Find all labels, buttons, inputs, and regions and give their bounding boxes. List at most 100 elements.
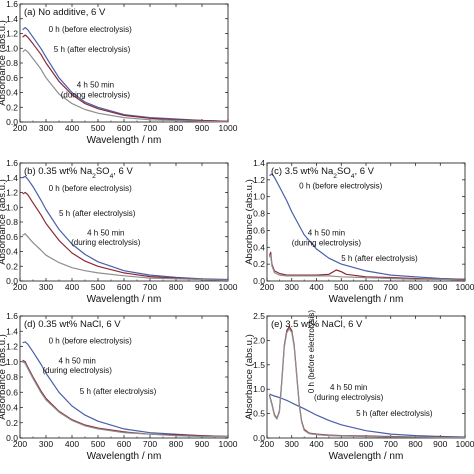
y-tick-label: 1.4 bbox=[253, 158, 265, 168]
series-line-2 bbox=[268, 254, 466, 281]
series-line-2 bbox=[22, 233, 229, 281]
x-tick-label: 600 bbox=[117, 439, 131, 449]
y-tick-label: 1.2 bbox=[6, 29, 18, 39]
series-line-0 bbox=[269, 393, 466, 438]
x-axis-label: Wavelength / nm bbox=[329, 451, 404, 462]
x-tick-label: 800 bbox=[408, 439, 422, 449]
series-annotation: 0 h (before electrolysis) bbox=[299, 181, 382, 190]
panel-title: (e) 3.5 wt% NaCl, 6 V bbox=[271, 319, 363, 330]
series-line-2 bbox=[268, 328, 465, 439]
series-annotation: 0 h (before electrolysis) bbox=[49, 25, 132, 34]
x-tick-label: 200 bbox=[260, 282, 274, 292]
x-tick-label: 700 bbox=[143, 439, 157, 449]
y-tick-label: 1.0 bbox=[253, 384, 265, 394]
y-tick-label: 0.0 bbox=[6, 433, 18, 443]
x-axis-label: Wavelength / nm bbox=[329, 294, 404, 305]
y-tick-label: 0.6 bbox=[6, 73, 18, 83]
x-tick-label: 1000 bbox=[456, 439, 474, 449]
series-line-0 bbox=[22, 175, 229, 281]
y-tick-label: 1.0 bbox=[6, 202, 18, 212]
y-tick-label: 2.0 bbox=[253, 335, 265, 345]
y-tick-label: 1.6 bbox=[6, 311, 18, 321]
panel-d: 200 300 400 500 600 700 800 900 1000 0.0 0.2 0.4 0.6… bbox=[0, 311, 238, 462]
y-tick-label: 0.8 bbox=[6, 372, 18, 382]
plot-frame bbox=[19, 162, 229, 282]
y-tick-label: 0.6 bbox=[6, 387, 18, 397]
x-tick-label: 700 bbox=[143, 282, 157, 292]
x-tick-label: 600 bbox=[117, 282, 131, 292]
y-tick-label: 0.2 bbox=[6, 418, 18, 428]
series-annotation: 4 h 50 min bbox=[330, 383, 367, 392]
series-annotation: (during electrolysis) bbox=[43, 366, 113, 375]
y-tick-label: 1.4 bbox=[6, 14, 18, 24]
x-tick-label: 400 bbox=[65, 123, 79, 133]
panel-title: (b) 0.35 wt% Na2SO4, 6 V bbox=[24, 166, 133, 180]
y-tick-label: 0.6 bbox=[253, 225, 265, 235]
panel-e: 200 300 400 500 600 700 800 900 1000 0.0 0.5 1.0 1.5… bbox=[244, 310, 474, 462]
y-tick-label: 0.4 bbox=[6, 247, 18, 257]
x-tick-label: 300 bbox=[285, 439, 299, 449]
x-tick-label: 800 bbox=[169, 123, 183, 133]
y-tick-label: 1.2 bbox=[6, 188, 18, 198]
series-annotation: 5 h (after electrolysis) bbox=[356, 409, 433, 418]
y-tick-label: 0.2 bbox=[6, 102, 18, 112]
x-tick-label: 900 bbox=[195, 439, 209, 449]
x-tick-label: 500 bbox=[91, 282, 105, 292]
y-tick-label: 1.4 bbox=[6, 173, 18, 183]
plot-frame bbox=[266, 315, 466, 439]
y-tick-label: 0.8 bbox=[6, 58, 18, 68]
x-tick-label: 400 bbox=[309, 282, 323, 292]
panel-b: 200 300 400 500 600 700 800 900 1000 0.0 0.2 0.4 0.6… bbox=[0, 158, 238, 305]
x-tick-label: 200 bbox=[260, 439, 274, 449]
y-tick-label: 1.0 bbox=[253, 192, 265, 202]
series-annotation: 4 h 50 min bbox=[87, 228, 124, 237]
x-axis-label: Wavelength / nm bbox=[87, 135, 162, 146]
x-tick-label: 700 bbox=[384, 282, 398, 292]
series-annotation: 0 h (before electrolysis) bbox=[49, 184, 132, 193]
x-tick-label: 400 bbox=[65, 439, 79, 449]
y-tick-label: 0.4 bbox=[6, 403, 18, 413]
series-annotation: 4 h 50 min bbox=[77, 80, 114, 89]
series-annotation: 4 h 50 min bbox=[59, 356, 96, 365]
y-axis-label: Absorbance (abs.u.) bbox=[0, 334, 8, 420]
series-line-2 bbox=[22, 49, 229, 123]
x-tick-label: 600 bbox=[117, 123, 131, 133]
x-tick-label: 800 bbox=[169, 282, 183, 292]
x-tick-label: 900 bbox=[433, 282, 447, 292]
x-tick-label: 1000 bbox=[219, 282, 238, 292]
x-tick-label: 900 bbox=[433, 439, 447, 449]
y-axis-label: Absorbance (abs.u.) bbox=[0, 179, 8, 265]
x-axis-label: Wavelength / nm bbox=[87, 451, 162, 462]
x-tick-label: 1000 bbox=[219, 123, 238, 133]
x-tick-label: 700 bbox=[384, 439, 398, 449]
x-tick-label: 900 bbox=[195, 282, 209, 292]
x-tick-label: 800 bbox=[408, 282, 422, 292]
y-tick-label: 0.0 bbox=[6, 117, 18, 127]
y-tick-label: 0.0 bbox=[6, 276, 18, 286]
y-axis-label: Absorbance (abs.u.) bbox=[0, 20, 8, 106]
x-tick-label: 300 bbox=[39, 282, 53, 292]
panel-title: (a) No additive, 6 V bbox=[24, 7, 106, 18]
y-tick-label: 1.6 bbox=[6, 0, 18, 9]
x-tick-label: 200 bbox=[13, 439, 27, 449]
series-line-1 bbox=[22, 34, 229, 122]
x-tick-label: 500 bbox=[334, 439, 348, 449]
series-annotation: (during electrolysis) bbox=[61, 91, 131, 100]
series-line-1 bbox=[22, 191, 229, 281]
y-tick-label: 0.8 bbox=[6, 217, 18, 227]
x-tick-label: 600 bbox=[359, 282, 373, 292]
x-tick-label: 300 bbox=[285, 282, 299, 292]
y-tick-label: 2.5 bbox=[253, 311, 265, 321]
series-annotation: 5 h (after electrolysis) bbox=[54, 45, 131, 54]
plot-frame bbox=[266, 162, 466, 282]
x-tick-label: 200 bbox=[13, 123, 27, 133]
series-annotation: (during electrolysis) bbox=[71, 238, 141, 247]
x-axis-label: Wavelength / nm bbox=[87, 294, 162, 305]
series-annotation: 4 h 50 min bbox=[308, 228, 345, 237]
x-tick-label: 400 bbox=[309, 439, 323, 449]
x-tick-label: 800 bbox=[169, 439, 183, 449]
y-axis-label: Absorbance (abs.u.) bbox=[244, 334, 255, 420]
series-line-0 bbox=[22, 341, 229, 438]
series-annotation: 5 h (after electrolysis) bbox=[341, 254, 418, 263]
x-tick-label: 900 bbox=[195, 123, 209, 133]
